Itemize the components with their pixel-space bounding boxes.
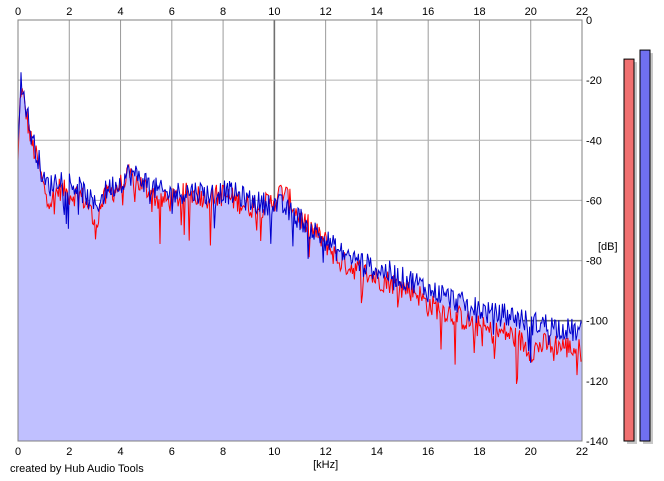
y-tick-labels: 0 -20 -40 -60 -80 -100 -120 -140 bbox=[586, 15, 608, 448]
x-tick-label-top: 4 bbox=[117, 6, 123, 18]
y-tick-label: -40 bbox=[586, 135, 602, 147]
x-tick-label-top: 2 bbox=[66, 6, 72, 18]
x-tick-label-bottom: 6 bbox=[169, 446, 175, 458]
series-line-2 bbox=[17, 72, 583, 363]
x-tick-label-bottom: 4 bbox=[117, 446, 123, 458]
x-tick-label-top: 14 bbox=[371, 6, 383, 18]
y-axis-label: [dB] bbox=[598, 241, 618, 253]
x-tick-label-bottom: 20 bbox=[525, 446, 537, 458]
x-tick-label-bottom: 14 bbox=[371, 446, 383, 458]
level-meter-left bbox=[623, 58, 635, 442]
y-tick-label: -140 bbox=[586, 436, 608, 448]
x-tick-label-top: 20 bbox=[525, 6, 537, 18]
y-tick-label: -80 bbox=[586, 256, 602, 268]
x-tick-label-bottom: 12 bbox=[320, 446, 332, 458]
y-tick-label: -100 bbox=[586, 316, 608, 328]
y-tick-label: -120 bbox=[586, 376, 608, 388]
series-group bbox=[17, 72, 583, 384]
x-tick-label-top: 8 bbox=[220, 6, 226, 18]
x-tick-label-bottom: 10 bbox=[268, 446, 280, 458]
x-tick-label-bottom: 16 bbox=[422, 446, 434, 458]
x-tick-label-bottom: 8 bbox=[220, 446, 226, 458]
y-tick-label: -20 bbox=[586, 75, 602, 87]
plot-frame bbox=[17, 19, 583, 442]
x-tick-label-top: 22 bbox=[576, 6, 588, 18]
x-tick-label-top: 6 bbox=[169, 6, 175, 18]
x-tick-label-bottom: 18 bbox=[473, 446, 485, 458]
x-tick-label-top: 10 bbox=[268, 6, 280, 18]
y-tick-label: -60 bbox=[586, 195, 602, 207]
x-tick-label-bottom: 22 bbox=[576, 446, 588, 458]
credit-text: created by Hub Audio Tools bbox=[10, 463, 144, 475]
x-tick-label-top: 12 bbox=[320, 6, 332, 18]
x-axis-label: [kHz] bbox=[313, 459, 338, 471]
x-tick-label-top: 0 bbox=[15, 6, 21, 18]
x-tick-label-top: 18 bbox=[473, 6, 485, 18]
x-tick-label-top: 16 bbox=[422, 6, 434, 18]
level-meters bbox=[623, 49, 653, 444]
level-meter-right bbox=[639, 49, 651, 442]
x-tick-label-bottom: 0 bbox=[15, 446, 21, 458]
y-tick-label: 0 bbox=[586, 15, 592, 27]
x-tick-label-bottom: 2 bbox=[66, 446, 72, 458]
